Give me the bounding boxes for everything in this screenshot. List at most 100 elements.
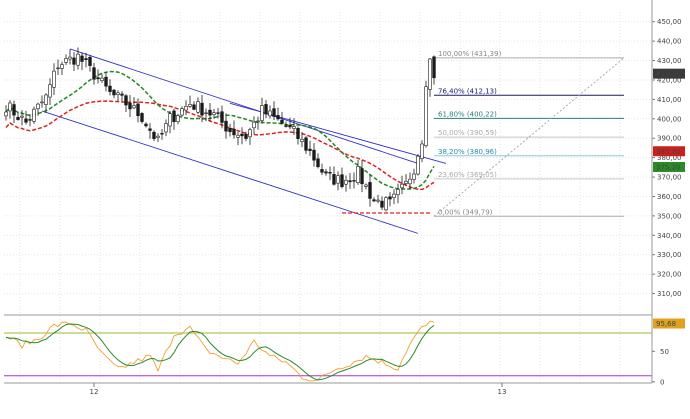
- candle-body: [48, 84, 52, 98]
- candle-body: [216, 112, 220, 114]
- price-tick-label: 450,00: [657, 18, 682, 26]
- fib-level-label: 23,60% (369,05): [438, 171, 497, 179]
- price-tick-label: 310,00: [657, 290, 682, 298]
- candle-body: [44, 94, 48, 105]
- candle-body: [148, 128, 152, 131]
- price-tick-label: 420,00: [657, 76, 682, 84]
- candle-body: [136, 103, 140, 117]
- price-tag-bg: [653, 68, 685, 79]
- candle-body: [72, 57, 76, 65]
- candlesticks: [4, 47, 436, 212]
- price-tick-label: 430,00: [657, 57, 682, 65]
- candle-body: [404, 180, 408, 184]
- trend-channel: [41, 48, 447, 234]
- candle-body: [372, 199, 376, 202]
- candle-body: [288, 125, 292, 128]
- candle-body: [168, 113, 172, 127]
- price-tag: 375,20: [653, 161, 685, 172]
- candle-body: [108, 85, 112, 92]
- candle-body: [192, 104, 196, 110]
- candle-body: [32, 108, 36, 122]
- candle-body: [248, 129, 252, 138]
- candle-body: [128, 102, 132, 110]
- fib-level-label: 0,00% (349,79): [438, 208, 493, 216]
- candle-body: [176, 115, 180, 122]
- candle-body: [132, 105, 136, 109]
- price-tag-label: 423,25: [656, 70, 681, 78]
- candle-body: [256, 120, 260, 123]
- candle-body: [400, 183, 404, 189]
- candle-body: [52, 70, 56, 88]
- price-tick-label: 350,00: [657, 212, 682, 220]
- candle-body: [88, 56, 92, 66]
- candle-body: [364, 184, 368, 187]
- price-tick-label: 370,00: [657, 174, 682, 182]
- candle-body: [416, 155, 420, 175]
- candle-body: [412, 173, 416, 180]
- candle-body: [156, 135, 160, 138]
- fib-diagonal: [433, 57, 625, 217]
- candle-body: [188, 104, 192, 107]
- candle-body: [24, 118, 28, 123]
- candle-body: [260, 105, 264, 121]
- candle-body: [320, 169, 324, 173]
- candle-body: [332, 174, 336, 185]
- candle-body: [360, 168, 364, 185]
- osc-signal-line: [5, 323, 435, 381]
- candle-body: [184, 105, 188, 111]
- price-tick-label: 440,00: [657, 38, 682, 46]
- candle-body: [116, 92, 120, 95]
- candle-body: [408, 178, 412, 185]
- candle-body: [380, 200, 384, 208]
- candle-body: [144, 123, 148, 127]
- price-tick-label: 360,00: [657, 193, 682, 201]
- candle-body: [432, 56, 436, 79]
- candle-body: [232, 128, 236, 136]
- fibonacci-retracement: 100,00% (431,39) 76,40% (412,13) 61,80% (4…: [433, 50, 625, 217]
- candle-body: [36, 103, 40, 110]
- candle-body: [92, 67, 96, 80]
- fib-level-label: 100,00% (431,39): [438, 50, 502, 58]
- price-tick-label: 410,00: [657, 96, 682, 104]
- candle-body: [252, 121, 256, 129]
- candle-body: [172, 110, 176, 122]
- candle-body: [160, 132, 164, 135]
- candle-body: [328, 172, 332, 174]
- candle-body: [80, 55, 84, 62]
- candle-body: [340, 174, 344, 187]
- x-tick-label: 13: [498, 388, 507, 396]
- fib-level-label: 50,00% (390,59): [438, 129, 497, 137]
- osc-value-tag: 95,68: [653, 318, 685, 329]
- fib-level-label: 38,20% (380,96): [438, 148, 497, 156]
- moving-average-red: [5, 100, 435, 191]
- candle-body: [12, 104, 16, 116]
- candle-body: [152, 131, 156, 139]
- candle-body: [8, 102, 12, 112]
- candle-body: [308, 148, 312, 151]
- candle-body: [76, 53, 80, 66]
- price-tick-label: 340,00: [657, 232, 682, 240]
- candle-body: [204, 112, 208, 114]
- axes: 310,00 320,00 330,00 340,00 350,00 360,00 370,…: [4, 0, 682, 396]
- candle-body: [392, 193, 396, 198]
- price-tick-label: 400,00: [657, 115, 682, 123]
- candle-body: [28, 119, 32, 121]
- candle-body: [4, 111, 8, 117]
- fib-level-label: 76,40% (412,13): [438, 87, 497, 95]
- candle-body: [424, 86, 428, 147]
- candle-body: [324, 171, 328, 174]
- candle-body: [244, 133, 248, 139]
- candle-body: [336, 175, 340, 184]
- candle-body: [200, 102, 204, 116]
- fib-level-label: 61,80% (400,22): [438, 110, 497, 118]
- candle-body: [312, 149, 316, 161]
- candle-body: [356, 166, 360, 183]
- candle-body: [40, 101, 44, 104]
- price-tick-label: 330,00: [657, 251, 682, 259]
- candle-body: [56, 67, 60, 70]
- candle-body: [300, 138, 304, 142]
- candle-body: [20, 115, 24, 118]
- candle-body: [120, 93, 124, 96]
